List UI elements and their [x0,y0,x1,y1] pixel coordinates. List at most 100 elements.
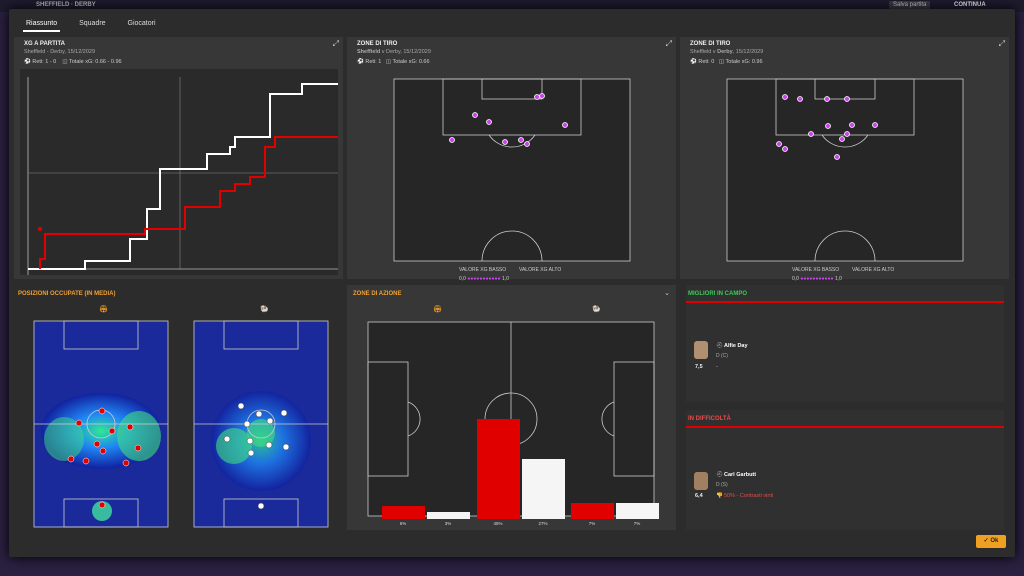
xg-icon: ◫ [62,59,68,65]
xg-scale: 0,0 ●●●●●●●●●●● 1,0 [459,276,509,282]
role-icon: ⛑ [716,472,723,478]
best-title: MIGLIORI IN CAMPO [688,291,747,297]
xg-chart [20,69,338,275]
action-zones-panel: ZONE DI AZIONE ⌄ 🏟 🐏 6% 45% 7% 3% 27% 7% [347,285,676,530]
ball-icon: ⚽ [24,59,31,65]
player-rating: 7,5 [695,364,703,370]
heatmap-away [193,320,329,528]
away-team-badge-icon: 🐏 [260,306,269,313]
total-xg-text: Totale xG: 0.66 [392,59,430,65]
xg-scale-dots: ●●●●●●●●●●● [800,276,834,282]
shots-home-subtitle: Sheffield v Derby, 15/12/2029 [357,49,431,55]
continue-button[interactable]: CONTINUA [954,2,986,8]
player-name[interactable]: Carl Garbutt [724,472,757,478]
match-summary-dialog: Riassunto Squadre Giocatori XG A PARTITA… [9,9,1015,557]
bar-home-label: 7% [588,521,596,526]
xg-max: 1,0 [834,276,842,282]
expand-icon[interactable]: ⤢ [665,39,672,48]
goals-text: Reti: 1 [365,59,382,65]
match-info: Sheffield v [690,49,718,55]
shots-away-panel: ZONE DI TIRO Sheffield v Derby, 15/12/20… [680,37,1009,282]
xg-scale-dots: ●●●●●●●●●●● [467,276,501,282]
role-icon: ⛑ [716,343,723,349]
xg-panel: XG A PARTITA Sheffield - Derby, 15/12/20… [14,37,343,279]
divider [686,426,1004,428]
divider [686,301,1004,303]
shots-away-info: ⚽ Reti: 0 ◫ Totale xG: 0.96 [690,59,763,65]
save-match-button[interactable]: Salva partita [889,1,931,11]
home-xg-line [28,83,338,270]
total-xg-text: Totale xG: 0.96 [725,59,763,65]
shots-away-title: ZONE DI TIRO [690,41,731,47]
goals-text: Reti: 0 [698,59,715,65]
bar-home-2 [571,503,614,519]
bar-away-1 [522,459,565,519]
team-name: Sheffield [357,49,381,55]
home-team-badge-icon: 🏟 [433,306,442,313]
xg-scale: 0,0 ●●●●●●●●●●● 1,0 [792,276,842,282]
bar-away-label: 27% [538,521,548,526]
shot-pitch-home [393,78,631,262]
total-xg-text: Totale xG: 0.66 - 0.96 [69,59,122,65]
player-rating: 6,4 [695,493,703,499]
chevron-down-icon[interactable]: ⌄ [664,290,670,297]
shots-away-subtitle: Sheffield v Derby, 15/12/2029 [690,49,763,55]
tab-summary[interactable]: Riassunto [23,17,61,32]
thumbs-down-icon: 👎 [716,493,723,499]
check-icon: ✓ [983,538,989,544]
worst-title: IN DIFFICOLTÀ [688,416,731,422]
heatmap-home [33,320,169,528]
shots-home-title: ZONE DI TIRO [357,41,398,47]
bar-home-label: 6% [399,521,407,526]
shots-home-info: ⚽ Reti: 1 ◫ Totale xG: 0.66 [357,59,430,65]
xg-high-label: VALORE XG ALTO [852,267,895,273]
bar-home-label: 45% [493,521,503,526]
match-info: v Derby, 15/12/2029 [380,49,431,55]
xg-max: 1,0 [501,276,509,282]
best-player-card: MIGLIORI IN CAMPO ⛑ Alfie Day D (C) 7,5 … [686,285,1004,402]
player-role: D (S) [716,482,728,488]
expand-icon[interactable]: ⤢ [998,39,1005,48]
avatar[interactable] [694,472,708,490]
match-date: , 15/12/2029 [732,49,764,55]
tab-bar: Riassunto Squadre Giocatori [23,17,173,35]
expand-icon[interactable]: ⤢ [332,39,339,48]
ok-button[interactable]: ✓ Ok [976,535,1006,548]
away-xg-line [39,136,338,269]
xg-min: 0,0 [792,276,799,282]
ok-label: Ok [990,538,999,544]
player-role: D (C) [716,353,728,359]
bar-home-1 [477,419,520,519]
tab-teams[interactable]: Squadre [79,20,106,27]
bar-home-0 [382,505,425,519]
team-name: Derby [717,49,733,55]
xg-low-label: VALORE XG BASSO [459,267,507,273]
shot-pitch-away [726,78,964,262]
player-note: 50% - Contrasti vinti [724,493,774,499]
xg-title: XG A PARTITA [24,41,65,47]
home-team-badge-icon: 🏟 [99,306,108,313]
match-header: SHEFFIELD · DERBY [36,2,96,8]
shots-home-panel: ZONE DI TIRO Sheffield v Derby, 15/12/20… [347,37,676,282]
xg-min: 0,0 [459,276,466,282]
player-note: - [716,364,718,370]
avatar[interactable] [694,341,708,359]
bar-away-label: 7% [633,521,641,526]
action-zones-title: ZONE DI AZIONE [353,291,402,297]
xg-info: ⚽ Reti: 1 - 0 ◫ Totale xG: 0.66 - 0.96 [24,59,122,65]
xg-icon: ◫ [385,59,392,65]
bar-away-label: 3% [444,521,452,526]
away-team-badge-icon: 🐏 [592,306,601,313]
xg-high-label: VALORE XG ALTO [519,267,562,273]
goals-text: Reti: 1 - 0 [32,59,57,65]
bar-away-0 [427,512,470,519]
bar-away-2 [616,503,659,519]
positions-panel: POSIZIONI OCCUPATE (IN MEDIA) 🏟 🐏 [14,285,343,530]
tab-players[interactable]: Giocatori [127,20,156,27]
positions-title: POSIZIONI OCCUPATE (IN MEDIA) [18,291,116,297]
xg-low-label: VALORE XG BASSO [792,267,840,273]
ball-icon: ⚽ [690,59,697,65]
worst-player-card: IN DIFFICOLTÀ ⛑ Carl Garbutt D (S) 6,4 👎… [686,410,1004,530]
player-name[interactable]: Alfie Day [724,343,748,349]
xg-subtitle: Sheffield - Derby, 15/12/2029 [24,49,96,55]
